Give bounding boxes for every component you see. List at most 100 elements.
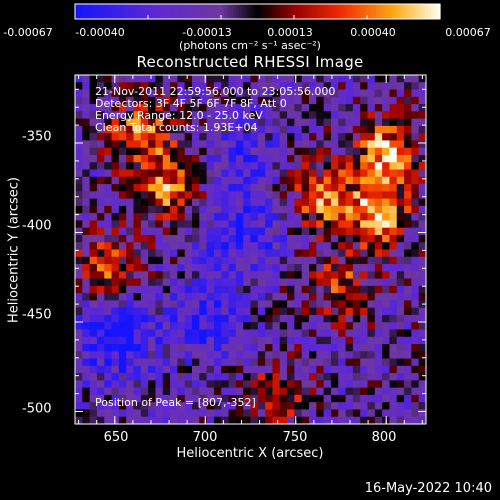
heatmap-cell: [82, 293, 91, 301]
heatmap-cell: [111, 314, 120, 323]
heatmap-cell: [411, 125, 420, 134]
heatmap-cell: [316, 314, 325, 323]
colorbar-segment: [370, 4, 374, 19]
heatmap-cell: [330, 409, 339, 418]
heatmap-cell: [96, 104, 105, 112]
heatmap-cell: [309, 351, 317, 360]
heatmap-cell: [133, 351, 142, 360]
heatmap-cell: [96, 96, 105, 105]
colorbar-segment: [84, 4, 88, 19]
heatmap-cell: [382, 409, 390, 418]
heatmap-cell: [177, 300, 186, 309]
heatmap-cell: [396, 271, 405, 280]
colorbar-segment: [388, 4, 392, 19]
heatmap-cell: [418, 249, 427, 258]
heatmap-cell: [279, 402, 288, 410]
heatmap-cell: [382, 380, 390, 389]
colorbar-segment: [297, 4, 301, 19]
heatmap-cell: [257, 125, 266, 134]
heatmap-cell: [367, 176, 376, 185]
heatmap-cell: [155, 147, 164, 156]
heatmap-cell: [206, 111, 215, 120]
heatmap-cell: [89, 89, 98, 98]
heatmap-cell: [126, 387, 134, 396]
colorbar-segment: [394, 4, 399, 19]
heatmap-cell: [221, 416, 230, 425]
heatmap-cell: [352, 140, 361, 149]
heatmap-cell: [221, 111, 230, 120]
heatmap-cell: [140, 176, 149, 185]
heatmap-cell: [294, 227, 303, 236]
heatmap-cell: [396, 118, 405, 127]
heatmap-cell: [96, 365, 105, 374]
heatmap-cell: [389, 249, 398, 258]
heatmap-cell: [104, 198, 113, 207]
heatmap-cell: [316, 227, 325, 236]
heatmap-cell: [404, 314, 412, 323]
heatmap-cell: [148, 373, 156, 381]
heatmap-cell: [345, 264, 354, 272]
heatmap-cell: [345, 162, 354, 171]
heatmap-cell: [235, 402, 244, 410]
heatmap-cell: [228, 89, 237, 98]
heatmap-cell: [155, 256, 164, 265]
heatmap-cell: [250, 125, 259, 134]
heatmap-cell: [257, 147, 266, 156]
heatmap-cell: [294, 300, 303, 309]
heatmap-cell: [82, 242, 91, 250]
heatmap-cell: [111, 198, 120, 207]
heatmap-cell: [192, 140, 200, 149]
heatmap-cell: [338, 140, 347, 149]
colorbar-segment: [211, 4, 216, 19]
heatmap-cell: [338, 271, 347, 280]
heatmap-cell: [82, 154, 91, 163]
heatmap-cell: [411, 96, 420, 105]
heatmap-cell: [177, 82, 186, 91]
heatmap-cell: [309, 358, 317, 367]
heatmap-cell: [396, 256, 405, 265]
heatmap-cell: [301, 96, 310, 105]
heatmap-cell: [330, 198, 339, 207]
heatmap-cell: [228, 82, 237, 91]
heatmap-cell: [352, 402, 361, 410]
heatmap-cell: [316, 322, 325, 330]
colorbar-segment: [254, 4, 259, 19]
heatmap-cell: [389, 184, 398, 192]
heatmap-cell: [411, 380, 420, 389]
heatmap-cell: [338, 118, 347, 127]
heatmap-cell: [389, 118, 398, 127]
heatmap-cell: [323, 365, 332, 374]
heatmap-cell: [199, 314, 208, 323]
heatmap-cell: [140, 234, 149, 243]
heatmap-cell: [192, 322, 200, 330]
heatmap-cell: [213, 387, 222, 396]
heatmap-cell: [206, 373, 215, 381]
heatmap-cell: [279, 293, 288, 301]
heatmap-cell: [272, 351, 281, 360]
heatmap-cell: [301, 198, 310, 207]
heatmap-cell: [206, 169, 215, 178]
heatmap-cell: [396, 125, 405, 134]
heatmap-cell: [184, 198, 193, 207]
heatmap-cell: [155, 351, 164, 360]
heatmap-cell: [192, 125, 200, 134]
heatmap-cell: [177, 104, 186, 112]
heatmap-cell: [301, 111, 310, 120]
colorbar-segment: [181, 4, 186, 19]
heatmap-cell: [126, 394, 134, 403]
heatmap-cell: [396, 409, 405, 418]
heatmap-cell: [250, 358, 259, 367]
heatmap-cell: [330, 220, 339, 229]
heatmap-cell: [272, 329, 281, 338]
heatmap-cell: [374, 227, 383, 236]
heatmap-cell: [250, 213, 259, 221]
heatmap-cell: [104, 234, 113, 243]
heatmap-cell: [140, 205, 149, 214]
heatmap-cell: [323, 344, 332, 352]
heatmap-cell: [389, 365, 398, 374]
heatmap-cell: [82, 278, 91, 287]
heatmap-cell: [294, 285, 303, 294]
heatmap-cell: [148, 380, 156, 389]
heatmap-cell: [89, 133, 98, 141]
heatmap-cell: [323, 380, 332, 389]
